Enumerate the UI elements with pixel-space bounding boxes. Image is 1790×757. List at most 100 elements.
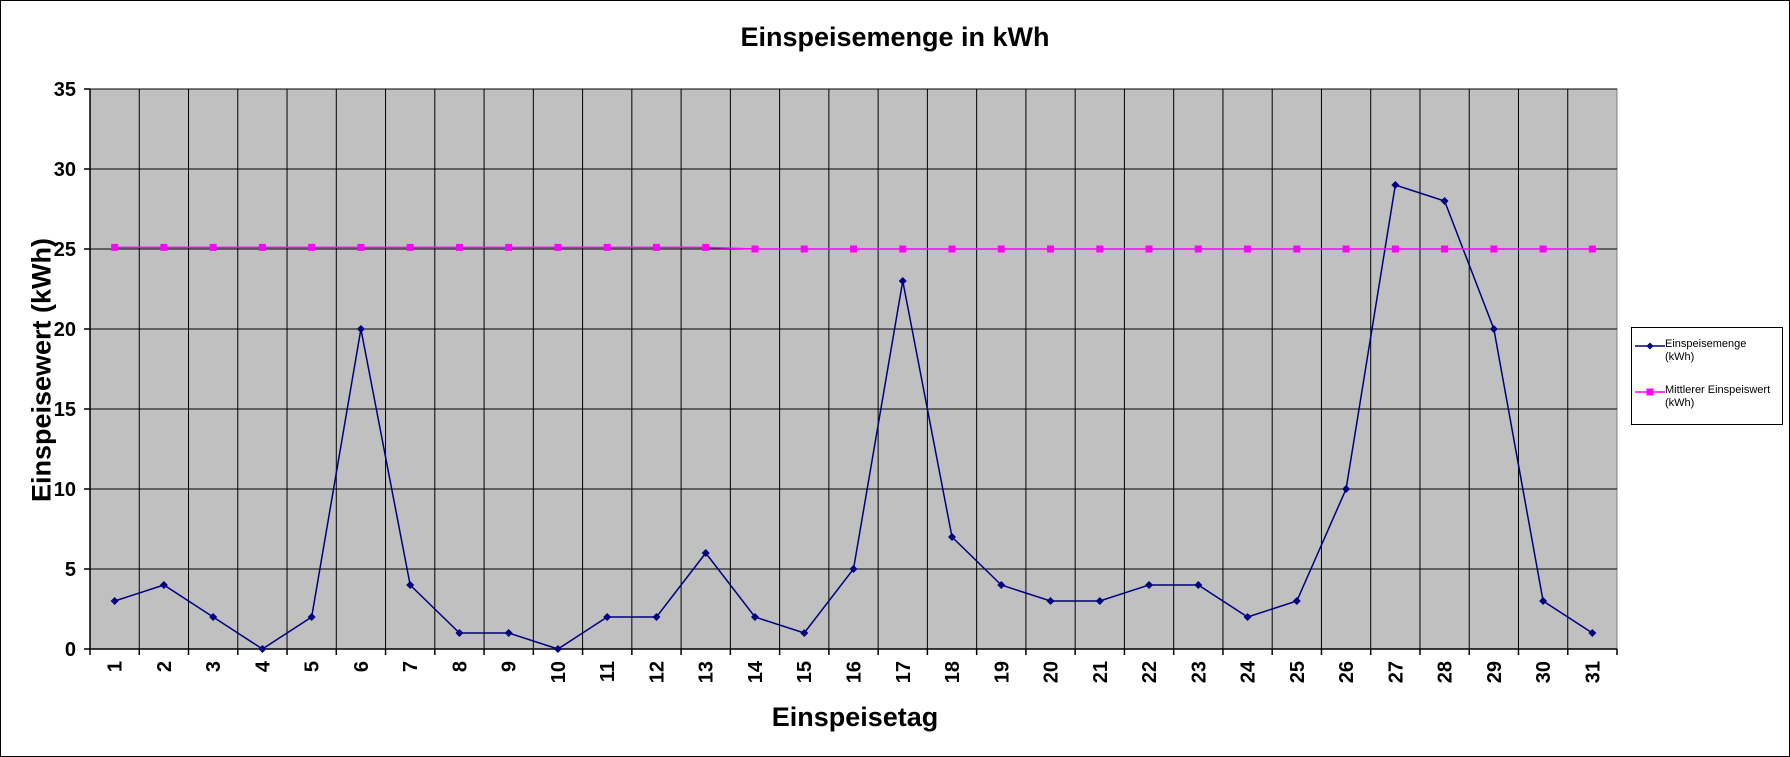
x-tick-label: 28 <box>1435 661 1457 683</box>
data-point <box>455 243 463 251</box>
legend-label: Mittlerer Einspeiswert (kWh) <box>1665 384 1783 410</box>
data-point <box>997 581 1006 589</box>
data-point <box>1293 245 1301 253</box>
x-tick-label: 12 <box>646 661 668 683</box>
x-tick-label: 15 <box>794 661 816 683</box>
x-tick-label: 7 <box>400 661 422 672</box>
data-point <box>1145 245 1153 253</box>
x-tick-label: 4 <box>252 660 274 672</box>
data-point <box>505 243 513 251</box>
data-point <box>1441 245 1449 253</box>
y-tick-label: 0 <box>65 639 76 661</box>
data-point <box>603 243 611 251</box>
x-tick-label: 18 <box>942 661 964 683</box>
x-tick-label: 9 <box>499 661 521 672</box>
data-point <box>1489 325 1498 333</box>
y-tick-label: 20 <box>54 319 76 341</box>
y-tick-label: 35 <box>54 79 76 101</box>
y-tick-labels: 0 5 10 15 20 25 30 35 <box>54 79 76 661</box>
data-point <box>258 243 266 251</box>
data-point <box>308 243 316 251</box>
data-point <box>849 565 858 573</box>
data-point <box>1391 181 1400 189</box>
x-tick-label: 17 <box>893 661 915 683</box>
data-point <box>1047 245 1055 253</box>
y-tick-label: 10 <box>54 479 76 501</box>
legend: Einspeisemenge (kWh) Mittlerer Einspeisw… <box>1631 327 1783 425</box>
data-point <box>357 243 365 251</box>
data-point <box>997 245 1005 253</box>
data-point <box>1244 245 1252 253</box>
legend-label: Einspeisemenge (kWh) <box>1665 338 1783 364</box>
x-tick-label: 2 <box>154 661 176 672</box>
data-point <box>750 613 759 621</box>
x-tick-label: 29 <box>1484 661 1506 683</box>
data-point <box>652 243 660 251</box>
data-point <box>356 325 365 333</box>
series-mittlerer-einspeiswert <box>111 243 1596 253</box>
x-tick-label: 27 <box>1385 661 1407 683</box>
x-tick-label: 30 <box>1533 661 1555 683</box>
axes <box>84 88 1618 655</box>
legend-label-line1: Einspeisemenge <box>1665 338 1747 350</box>
data-point <box>948 533 957 541</box>
legend-symbol-square <box>1635 388 1665 396</box>
x-tick-label: 20 <box>1041 661 1063 683</box>
x-tick-label: 1 <box>105 661 127 672</box>
data-point <box>1342 245 1350 253</box>
data-point <box>554 243 562 251</box>
plot-area <box>89 88 1618 650</box>
data-point <box>1046 597 1055 605</box>
x-tick-label: 22 <box>1139 661 1161 683</box>
data-point <box>1342 485 1351 493</box>
chart-title: Einspeisemenge in kWh <box>740 22 1050 52</box>
data-point <box>160 243 168 251</box>
x-axis-label: Einspeisetag <box>771 702 939 732</box>
data-point <box>800 245 808 253</box>
data-point <box>110 597 119 605</box>
x-tick-label: 19 <box>991 661 1013 683</box>
data-point <box>1490 245 1498 253</box>
x-tick-label: 24 <box>1238 660 1260 683</box>
data-point <box>1539 597 1548 605</box>
legend-symbol-diamond <box>1635 342 1665 350</box>
data-point <box>1145 581 1154 589</box>
x-tick-label: 16 <box>844 661 866 683</box>
data-point <box>504 629 513 637</box>
x-tick-label: 11 <box>597 661 619 682</box>
data-point <box>800 629 809 637</box>
data-point <box>1588 629 1597 637</box>
data-point <box>898 277 907 285</box>
data-point <box>652 613 661 621</box>
x-tick-label: 23 <box>1188 661 1210 683</box>
x-tick-label: 5 <box>302 661 324 672</box>
legend-label-line2: (kWh) <box>1665 397 1695 409</box>
x-tick-label: 14 <box>745 660 767 683</box>
x-tick-label: 21 <box>1090 661 1112 683</box>
data-point <box>209 243 217 251</box>
data-point <box>850 245 857 253</box>
series-einspeisemenge <box>110 181 1597 653</box>
data-point <box>899 245 907 253</box>
x-tick-label: 25 <box>1287 661 1309 683</box>
legend-label-line1: Mittlerer Einspeiswert <box>1665 384 1771 396</box>
data-point <box>1588 245 1596 253</box>
data-point <box>553 645 562 653</box>
y-tick-label: 15 <box>54 399 76 421</box>
data-point <box>1391 245 1399 253</box>
x-tick-label: 6 <box>351 661 373 672</box>
x-tick-label: 8 <box>449 661 471 672</box>
y-tick-label: 25 <box>54 239 76 261</box>
data-point <box>307 613 316 621</box>
x-tick-label: 26 <box>1336 661 1358 683</box>
data-point <box>1440 197 1449 205</box>
data-point <box>603 613 612 621</box>
x-tick-labels: 1 2 3 4 5 6 7 8 9 10 11 12 13 14 15 16 17 18 19 20 21 22 23 24 2… <box>105 660 1605 683</box>
x-tick-label: 31 <box>1582 661 1604 683</box>
gridlines <box>90 88 1617 650</box>
data-point <box>258 645 267 653</box>
data-point <box>948 245 956 253</box>
data-point <box>209 613 218 621</box>
data-point <box>406 581 415 589</box>
